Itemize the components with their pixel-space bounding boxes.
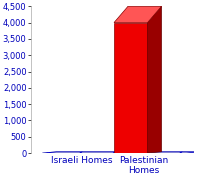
- Polygon shape: [114, 6, 162, 23]
- Polygon shape: [42, 152, 197, 153]
- Polygon shape: [148, 6, 162, 153]
- Polygon shape: [114, 23, 148, 153]
